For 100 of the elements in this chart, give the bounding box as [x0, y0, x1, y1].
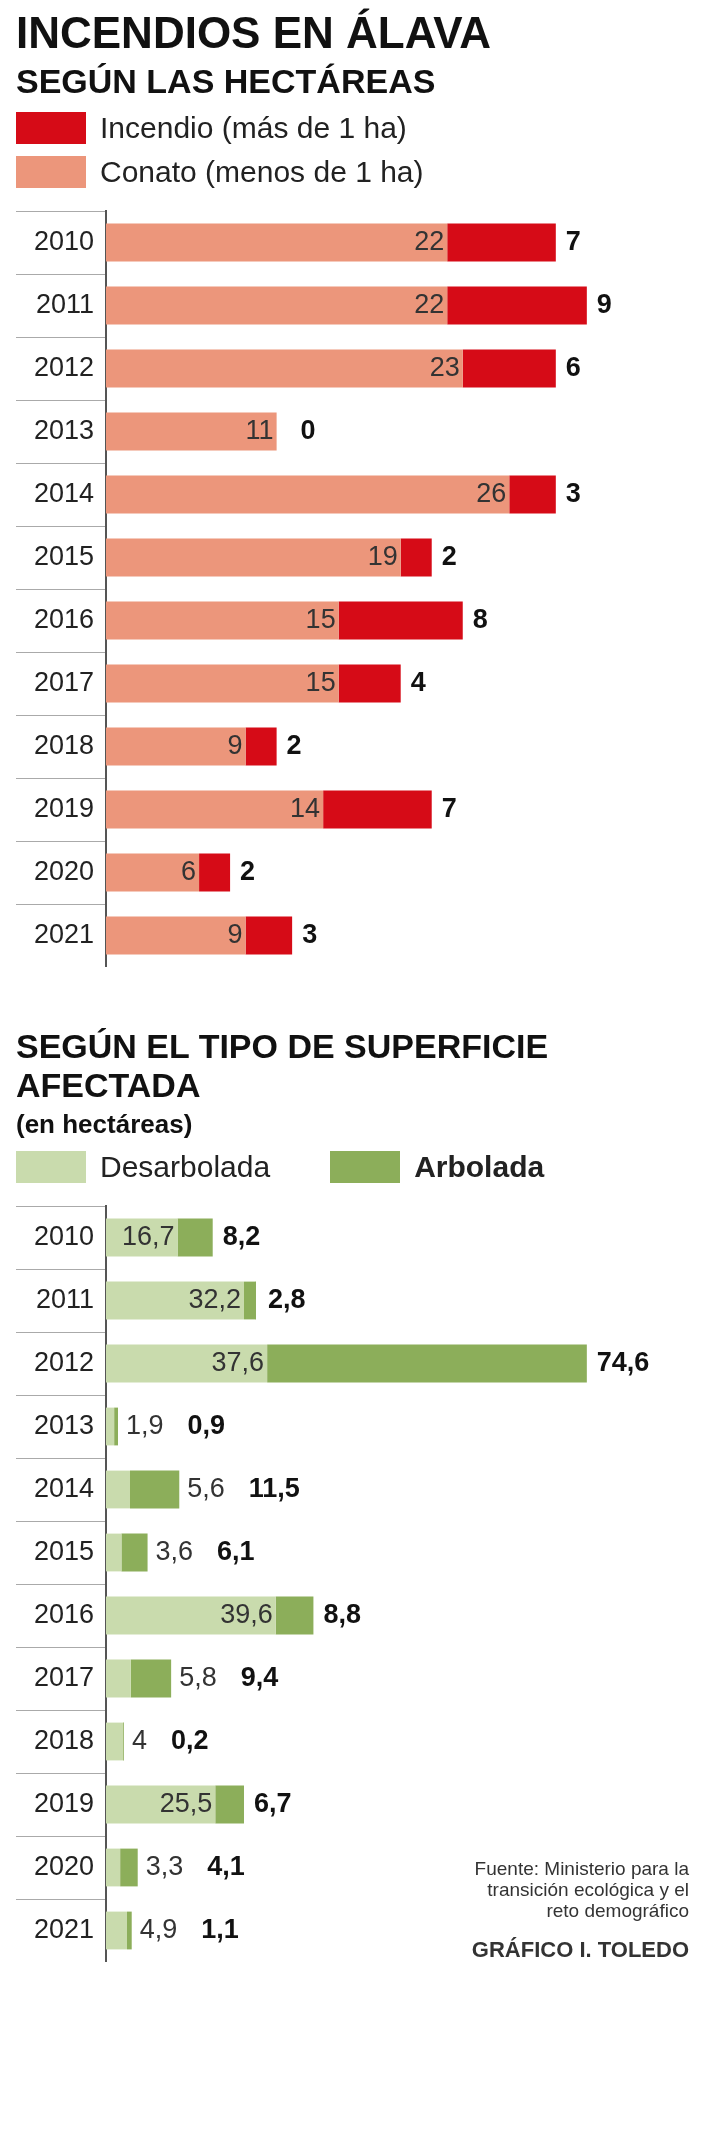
data-label: 3,3	[145, 1850, 184, 1881]
bar	[338, 601, 463, 640]
y-tick-label: 2013	[33, 1409, 94, 1440]
data-label: 3	[565, 477, 581, 508]
data-label: 9	[227, 729, 243, 760]
data-label: 6	[181, 855, 197, 886]
bar	[127, 1911, 132, 1950]
chart-subtitle: (en hectáreas)	[16, 1109, 194, 1140]
bar	[400, 538, 432, 577]
legend-label: Conato (menos de 1 ha)	[100, 155, 424, 189]
bar	[106, 1911, 127, 1950]
bar	[106, 916, 246, 955]
data-label: 7	[441, 792, 457, 823]
bar	[509, 475, 556, 514]
y-tick-label: 2013	[33, 414, 94, 445]
y-tick-label: 2011	[35, 288, 94, 319]
data-label: 22	[414, 288, 445, 319]
bar	[120, 1848, 138, 1887]
data-label: 2	[441, 540, 457, 571]
chart-title: SEGÚN EL TIPO DE SUPERFICIE AFECTADA	[16, 1027, 550, 1105]
bar	[447, 286, 587, 325]
bar	[323, 790, 432, 829]
data-label: 6,7	[253, 1787, 292, 1818]
y-tick-label: 2010	[33, 1220, 94, 1251]
data-label: 9	[596, 288, 612, 319]
data-label: 3	[302, 918, 318, 949]
bar	[106, 1344, 268, 1383]
bar	[106, 475, 510, 514]
data-label: 9	[227, 918, 243, 949]
bar	[106, 349, 463, 388]
data-label: 4	[132, 1724, 148, 1755]
y-tick-label: 2016	[33, 1598, 94, 1629]
bar	[106, 1848, 121, 1887]
data-label: 7	[565, 225, 581, 256]
data-label: 15	[305, 603, 336, 634]
data-label: 3,6	[155, 1535, 194, 1566]
data-label: 14	[290, 792, 321, 823]
data-label: 32,2	[188, 1283, 241, 1314]
y-tick-label: 2016	[33, 603, 94, 634]
y-tick-label: 2019	[33, 792, 94, 823]
bar	[106, 1470, 130, 1509]
bar	[106, 853, 200, 892]
y-tick-label: 2018	[33, 1724, 94, 1755]
y-tick-label: 2021	[33, 918, 94, 949]
data-label: 1,1	[201, 1913, 239, 1944]
bar	[130, 1470, 180, 1509]
data-label: 23	[429, 351, 460, 382]
y-tick-label: 2014	[33, 1472, 94, 1503]
bar	[106, 1407, 115, 1446]
bar	[106, 223, 448, 262]
bar	[215, 1785, 244, 1824]
data-label: 5,6	[187, 1472, 225, 1503]
data-label: 25,5	[159, 1787, 213, 1818]
bar	[130, 1659, 172, 1698]
data-label: 6,1	[217, 1535, 255, 1566]
bar	[106, 790, 324, 829]
y-tick-label: 2015	[33, 540, 94, 571]
data-label: 8	[472, 603, 488, 634]
bar	[106, 1722, 124, 1761]
bar	[114, 1407, 118, 1446]
y-tick-label: 2011	[35, 1283, 94, 1314]
bar	[106, 286, 448, 325]
y-tick-label: 2017	[33, 666, 94, 697]
bar	[106, 601, 339, 640]
data-label: 5,8	[179, 1661, 217, 1692]
bar	[245, 727, 277, 766]
data-label: 19	[367, 540, 398, 571]
data-label: 4,9	[139, 1913, 178, 1944]
legend-label: Arbolada	[414, 1150, 545, 1184]
y-tick-label: 2021	[33, 1913, 94, 1944]
y-tick-label: 2017	[33, 1661, 94, 1692]
chart-title: INCENDIOS EN ÁLAVA	[16, 8, 493, 58]
data-label: 9,4	[240, 1661, 279, 1692]
y-tick-label: 2012	[33, 351, 94, 382]
legend-label: Incendio (más de 1 ha)	[100, 111, 407, 145]
data-label: 37,6	[211, 1346, 265, 1377]
bar	[121, 1533, 148, 1572]
data-label: 8,8	[323, 1598, 361, 1629]
bar	[338, 664, 401, 703]
data-label: 11	[245, 414, 274, 445]
annotation: GRÁFICO I. TOLEDO	[470, 1936, 689, 1962]
bar	[267, 1344, 587, 1383]
bar	[106, 1596, 276, 1635]
y-tick-label: 2015	[33, 1535, 94, 1566]
y-tick-label: 2014	[33, 477, 94, 508]
legend-label: Desarbolada	[100, 1150, 271, 1184]
bar	[106, 1533, 122, 1572]
y-tick-label: 2019	[33, 1787, 94, 1818]
data-label: 6	[565, 351, 581, 382]
y-tick-label: 2020	[33, 1850, 94, 1881]
data-label: 15	[305, 666, 336, 697]
data-label: 8,2	[222, 1220, 261, 1251]
data-label: 4	[410, 666, 426, 697]
data-label: 74,6	[596, 1346, 650, 1377]
bar	[106, 538, 401, 577]
data-label: 1,9	[126, 1409, 164, 1440]
data-label: 2	[286, 729, 302, 760]
data-label: 11,5	[248, 1472, 300, 1503]
data-label: 26	[476, 477, 507, 508]
data-label: 39,6	[220, 1598, 273, 1629]
